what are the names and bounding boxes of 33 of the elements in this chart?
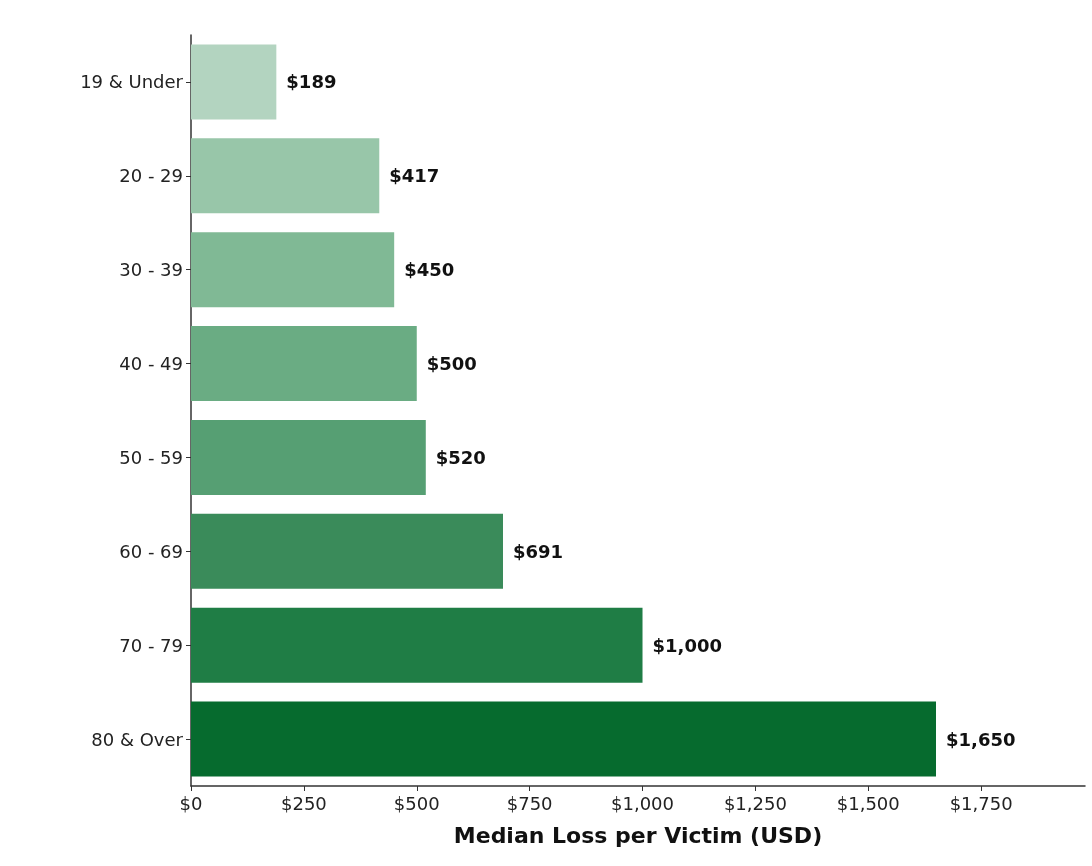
y-tick-label: 60 - 69 <box>119 540 183 562</box>
x-tick-label: $1,250 <box>723 792 787 814</box>
x-tick-label: $750 <box>506 792 553 814</box>
y-tick-label: 40 - 49 <box>119 353 183 375</box>
bar <box>191 138 380 214</box>
bar <box>191 513 503 589</box>
bar <box>191 326 417 402</box>
x-tick-label: $1,000 <box>611 792 675 814</box>
y-tick-label: 80 & Over <box>91 728 184 750</box>
x-tick-label: $500 <box>393 792 440 814</box>
data-label: $1,000 <box>652 634 722 656</box>
y-tick-label: 20 - 29 <box>119 165 183 187</box>
data-label: $691 <box>513 540 564 562</box>
bar <box>191 419 426 495</box>
x-tick-label: $0 <box>179 792 203 814</box>
y-tick-label: 70 - 79 <box>119 634 183 656</box>
y-tick-label: 30 - 39 <box>119 259 183 281</box>
data-label: $189 <box>286 71 337 93</box>
y-tick-label: 19 & Under <box>80 71 184 93</box>
bar <box>191 701 936 777</box>
bar <box>191 607 643 683</box>
data-label: $500 <box>426 353 477 375</box>
bar <box>191 44 277 120</box>
data-label: $1,650 <box>946 728 1016 750</box>
x-axis-title: Median Loss per Victim (USD) <box>453 822 823 848</box>
y-tick-label: 50 - 59 <box>119 446 183 468</box>
data-label: $417 <box>389 165 440 187</box>
data-label: $450 <box>404 259 455 281</box>
data-label: $520 <box>435 446 486 468</box>
x-tick-label: $1,500 <box>836 792 900 814</box>
x-tick-label: $250 <box>280 792 327 814</box>
x-tick-label: $1,750 <box>949 792 1013 814</box>
bar <box>191 232 395 308</box>
